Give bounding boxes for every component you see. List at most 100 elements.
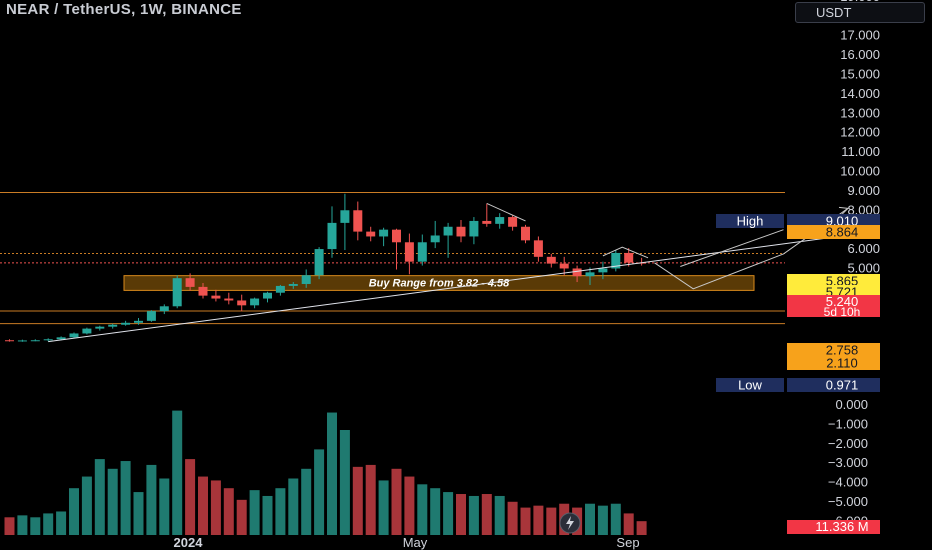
high-tag-value-bg: [787, 214, 880, 228]
volume-bar: [314, 449, 325, 547]
volume-bar: [120, 461, 131, 547]
volume-bar: [275, 488, 286, 547]
currency-button[interactable]: USDT: [795, 2, 925, 23]
candle: [495, 213, 505, 229]
candle: [30, 339, 40, 342]
candle-body: [392, 229, 401, 243]
low-tag-label: Low: [738, 378, 762, 393]
volume-bar: [378, 480, 389, 547]
low-tag-value: 0.971: [826, 378, 859, 393]
candle-body: [237, 300, 247, 306]
candle: [624, 248, 634, 267]
candle-body: [17, 340, 27, 342]
volume-bar: [443, 492, 454, 547]
volume-bar: [146, 464, 157, 547]
volume-bar: [468, 495, 479, 547]
candle: [443, 222, 453, 258]
volume-bar: [133, 492, 144, 547]
volume-bar: [533, 505, 544, 547]
candle-body: [288, 283, 298, 286]
time-axis: [0, 535, 932, 550]
candle: [327, 206, 337, 258]
volume-bar: [159, 478, 170, 547]
candle-body: [43, 339, 53, 341]
candle-body: [469, 220, 479, 237]
volume-bar: [81, 476, 92, 547]
candle-body: [185, 278, 195, 287]
candle-body: [404, 242, 414, 262]
candle: [314, 247, 324, 280]
candle: [250, 297, 260, 309]
candle: [134, 317, 143, 325]
volume-bar: [520, 507, 531, 547]
volume-bar: [404, 476, 415, 547]
bar-countdown: 5d 10h: [824, 305, 861, 319]
candle-body: [327, 222, 337, 250]
price-axis-label: 11.000: [841, 144, 880, 159]
candle-body: [56, 337, 66, 340]
price-axis-label: 6.000: [847, 241, 880, 256]
candle: [301, 269, 311, 288]
volume-bar: [481, 494, 492, 547]
candle-body: [366, 231, 376, 237]
candle: [69, 332, 79, 339]
candle-body: [353, 210, 363, 232]
candle: [353, 201, 363, 241]
candle-body: [495, 217, 505, 224]
candle-body: [250, 298, 260, 306]
candle: [404, 233, 414, 275]
candle: [5, 339, 14, 342]
price-axis-label: 12.000: [840, 125, 880, 140]
candle: [275, 284, 285, 296]
last-price-value: 5.240: [826, 294, 859, 309]
volume-tag-bg: [787, 520, 880, 534]
candle: [108, 323, 118, 329]
candle-body: [146, 311, 156, 321]
candle: [340, 193, 350, 251]
volume-axis-label: 0.000: [835, 397, 868, 412]
candle: [237, 294, 247, 312]
candle: [469, 217, 479, 245]
candle: [430, 220, 440, 249]
candle-body: [263, 292, 272, 299]
candle-body: [224, 298, 234, 301]
trend-line: [48, 233, 861, 343]
candle: [159, 304, 169, 315]
volume-bar: [236, 499, 247, 547]
volume-axis-label: −2.000: [828, 436, 868, 451]
volume-bar: [56, 511, 67, 547]
candle-body: [379, 229, 389, 237]
volume-axis-label: −5.000: [828, 494, 868, 509]
volume-bar: [43, 513, 54, 547]
high-tag-value: 9.010: [826, 214, 859, 229]
candle: [572, 265, 582, 283]
candle: [224, 292, 234, 305]
candle: [637, 257, 647, 266]
lightning-glyph: [566, 516, 574, 530]
volume-bar: [456, 494, 466, 547]
candle: [456, 219, 466, 243]
candle-body: [417, 242, 427, 262]
volume-bar: [30, 517, 41, 547]
price-tag-2110-bg: [787, 356, 880, 370]
time-axis-label: 2024: [174, 535, 204, 550]
price-axis-label: 8.000: [847, 202, 880, 217]
volume-axis-label: −3.000: [828, 455, 868, 470]
candle-body: [95, 326, 105, 329]
candle-body: [585, 272, 595, 277]
candle-body: [521, 226, 530, 241]
drawing-line: [486, 203, 526, 222]
candle: [17, 339, 27, 342]
candle-body: [275, 285, 285, 293]
candle: [82, 327, 92, 335]
high-tag-label: High: [737, 214, 764, 229]
candle: [417, 234, 427, 266]
candle: [185, 273, 195, 291]
volume-bar: [94, 459, 105, 547]
price-axis-label: 15.000: [840, 67, 880, 82]
volume-bar: [339, 430, 350, 547]
volume-bar: [185, 459, 196, 547]
high-tag-label-bg: [716, 214, 784, 228]
replay-icon: [559, 512, 581, 534]
